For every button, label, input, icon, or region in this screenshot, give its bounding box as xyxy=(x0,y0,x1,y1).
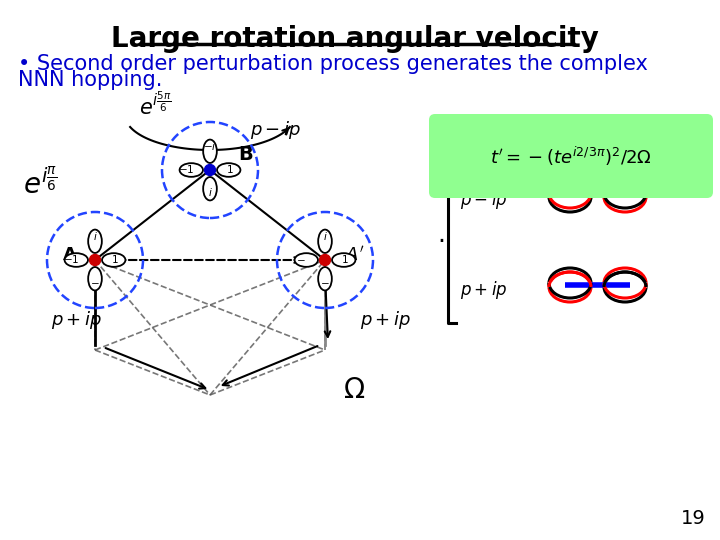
Text: NNN hopping.: NNN hopping. xyxy=(18,70,163,90)
Ellipse shape xyxy=(88,267,102,291)
Text: $\Omega$: $\Omega$ xyxy=(343,376,365,404)
Text: $p+ip$: $p+ip$ xyxy=(51,309,102,331)
Circle shape xyxy=(320,254,330,266)
Ellipse shape xyxy=(203,139,217,163)
Ellipse shape xyxy=(604,272,646,302)
Ellipse shape xyxy=(217,163,240,177)
Text: $p + ip$: $p + ip$ xyxy=(460,279,508,301)
Ellipse shape xyxy=(65,253,88,267)
Text: $1$: $1$ xyxy=(226,163,234,175)
FancyBboxPatch shape xyxy=(603,282,647,288)
Ellipse shape xyxy=(604,178,646,208)
Ellipse shape xyxy=(604,268,646,298)
Text: $-$: $-$ xyxy=(90,277,100,287)
Text: B: B xyxy=(238,145,253,165)
Text: $-1$: $-1$ xyxy=(178,163,194,175)
Ellipse shape xyxy=(318,230,332,253)
Text: • Second order perturbation process generates the complex: • Second order perturbation process gene… xyxy=(18,54,648,74)
Text: $e^{i\frac{5\pi}{6}}$: $e^{i\frac{5\pi}{6}}$ xyxy=(139,91,171,119)
Text: $i$: $i$ xyxy=(323,230,328,242)
Text: Large rotation angular velocity: Large rotation angular velocity xyxy=(111,25,599,53)
Text: $p - ip$: $p - ip$ xyxy=(460,189,508,211)
Ellipse shape xyxy=(294,253,318,267)
Text: $i$: $i$ xyxy=(207,186,212,198)
Ellipse shape xyxy=(549,272,591,302)
Text: $p-ip$: $p-ip$ xyxy=(250,119,301,141)
Text: $\Omega >> t_{||}$: $\Omega >> t_{||}$ xyxy=(505,119,575,141)
Ellipse shape xyxy=(549,178,591,208)
Text: $i$: $i$ xyxy=(93,230,97,242)
Text: $-$: $-$ xyxy=(296,254,306,264)
Ellipse shape xyxy=(332,253,356,267)
Ellipse shape xyxy=(203,177,217,200)
Text: A: A xyxy=(63,246,77,264)
Text: $t^{\prime} = -(te^{i2/3\pi})^2 / 2\Omega$: $t^{\prime} = -(te^{i2/3\pi})^2 / 2\Omeg… xyxy=(490,144,652,167)
FancyBboxPatch shape xyxy=(548,192,592,198)
Circle shape xyxy=(204,165,215,176)
Text: $p+ip$: $p+ip$ xyxy=(360,309,411,331)
Text: $-$: $-$ xyxy=(320,277,330,287)
Ellipse shape xyxy=(102,253,125,267)
Circle shape xyxy=(89,254,101,266)
Ellipse shape xyxy=(318,267,332,291)
Ellipse shape xyxy=(179,163,203,177)
FancyBboxPatch shape xyxy=(548,282,592,288)
Text: $1$: $1$ xyxy=(341,253,348,265)
Text: $\cdot$: $\cdot$ xyxy=(437,228,445,252)
Ellipse shape xyxy=(88,230,102,253)
Text: $1$: $1$ xyxy=(111,253,119,265)
Text: 19: 19 xyxy=(681,509,706,528)
Text: $A'$: $A'$ xyxy=(345,246,365,265)
Text: $-1$: $-1$ xyxy=(63,253,79,265)
Text: $-i$: $-i$ xyxy=(203,140,217,152)
Text: $e^{i\frac{\pi}{6}}$: $e^{i\frac{\pi}{6}}$ xyxy=(23,169,57,201)
FancyBboxPatch shape xyxy=(429,114,713,198)
FancyBboxPatch shape xyxy=(603,192,647,198)
Ellipse shape xyxy=(549,182,591,212)
Ellipse shape xyxy=(604,182,646,212)
Ellipse shape xyxy=(549,268,591,298)
